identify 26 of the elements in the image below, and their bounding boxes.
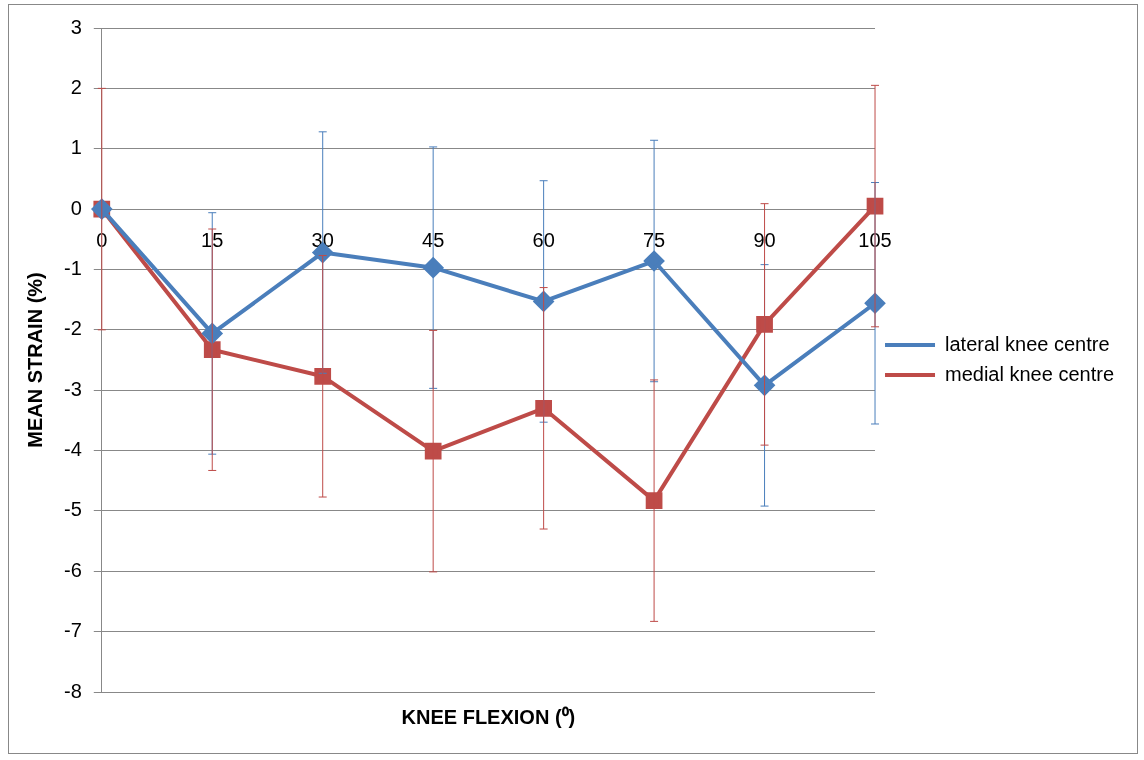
y-axis-title: MEAN STRAIN (%) [23, 272, 46, 448]
y-tick-label: -7 [63, 619, 82, 642]
x-tick-label: 45 [422, 228, 445, 251]
x-tick-label: 75 [642, 228, 666, 251]
y-tick-label: 2 [70, 75, 82, 98]
y-tick-label: 1 [70, 136, 82, 159]
point [535, 399, 552, 417]
legend-label: medial knee centre [945, 362, 1114, 385]
y-tick-label: -4 [63, 438, 82, 461]
point [645, 492, 663, 510]
point [424, 442, 442, 460]
point [203, 341, 221, 359]
y-tick-label: 0 [70, 196, 82, 219]
y-tick-label: -8 [63, 679, 82, 702]
y-tick-label: -3 [63, 377, 82, 400]
x-axis-title: KNEE FLEXION (⁰) [401, 705, 576, 730]
y-tick-label: -1 [63, 256, 82, 279]
point [756, 316, 773, 333]
y-tick-label: -6 [63, 558, 82, 581]
legend-label: lateral knee centre [945, 332, 1110, 355]
y-tick-label: -2 [63, 317, 82, 340]
y-tick-label: -5 [63, 498, 82, 521]
x-tick-label: 105 [858, 228, 892, 251]
y-tick-label: 3 [70, 15, 82, 38]
point [423, 257, 444, 278]
point [314, 367, 332, 385]
